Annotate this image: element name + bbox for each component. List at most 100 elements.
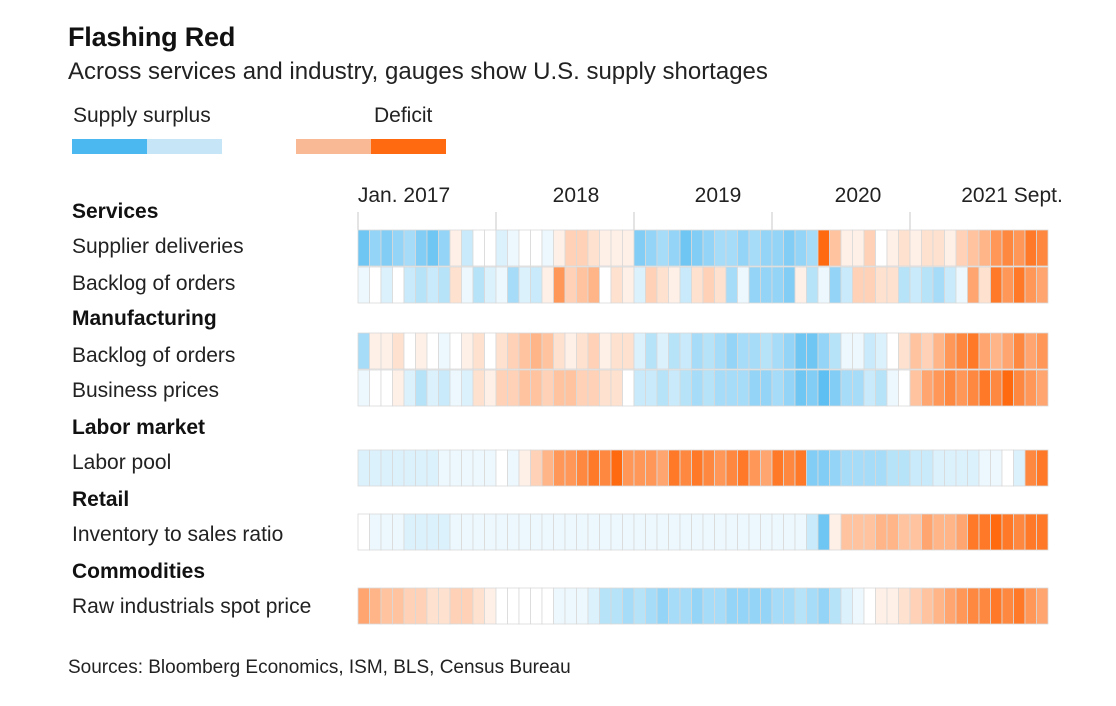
heatmap-cell — [564, 266, 577, 304]
heatmap-cell — [1001, 229, 1014, 267]
heatmap-cell — [530, 587, 543, 625]
heatmap-cell — [587, 587, 600, 625]
heatmap-cell — [392, 449, 405, 487]
heatmap-cell — [541, 513, 554, 551]
heatmap-cell — [806, 266, 819, 304]
heatmap-cell — [748, 369, 761, 407]
heatmap-cell — [461, 369, 474, 407]
heatmap-cell — [932, 513, 945, 551]
heatmap-cell — [978, 513, 991, 551]
heatmap-cell — [380, 266, 393, 304]
heatmap-cell — [852, 369, 865, 407]
heatmap-cell — [863, 449, 876, 487]
heatmap-cell — [1036, 513, 1049, 551]
heatmap-cell — [771, 332, 784, 370]
heatmap-cell — [702, 449, 715, 487]
heatmap-cell — [392, 332, 405, 370]
heatmap-cell — [518, 449, 531, 487]
heatmap-cell — [553, 229, 566, 267]
heatmap-cell — [610, 513, 623, 551]
heatmap-cell — [771, 229, 784, 267]
heatmap-cell — [852, 513, 865, 551]
legend-high-label: Deficit — [374, 104, 433, 127]
heatmap-cell — [541, 229, 554, 267]
heatmap-cell — [771, 369, 784, 407]
heatmap-cell — [426, 513, 439, 551]
heatmap-cell — [622, 513, 635, 551]
heatmap-cell — [944, 369, 957, 407]
heatmap-cell — [668, 513, 681, 551]
heatmap-cell — [415, 332, 428, 370]
heatmap-cell — [691, 266, 704, 304]
heatmap-cell — [829, 513, 842, 551]
heatmap-cell — [564, 587, 577, 625]
heatmap-cell — [449, 587, 462, 625]
heatmap-cell — [806, 369, 819, 407]
heatmap-cell — [541, 332, 554, 370]
heatmap-cell — [484, 266, 497, 304]
heatmap-cell — [691, 513, 704, 551]
heatmap-cell — [415, 266, 428, 304]
heatmap-cell — [679, 449, 692, 487]
row-label: Supplier deliveries — [72, 235, 244, 258]
heatmap-cell — [530, 513, 543, 551]
heatmap-cell — [507, 332, 520, 370]
heatmap-cell — [541, 266, 554, 304]
heatmap-cell — [495, 229, 508, 267]
heatmap-cell — [886, 266, 899, 304]
heatmap-cell — [633, 229, 646, 267]
heatmap-cell — [840, 229, 853, 267]
heatmap-cell — [783, 449, 796, 487]
heatmap-cell — [541, 587, 554, 625]
heatmap-cell — [1001, 266, 1014, 304]
heatmap-cell — [783, 266, 796, 304]
heatmap-cell — [967, 229, 980, 267]
heatmap-cell — [380, 513, 393, 551]
heatmap-cell — [403, 513, 416, 551]
legend-swatch — [146, 139, 222, 154]
heatmap-cell — [955, 587, 968, 625]
heatmap-cell — [518, 513, 531, 551]
heatmap-cell — [898, 513, 911, 551]
heatmap-cell — [725, 266, 738, 304]
heatmap-cell — [438, 513, 451, 551]
heatmap-cell — [633, 513, 646, 551]
heatmap-cell — [737, 513, 750, 551]
heatmap-cell — [426, 449, 439, 487]
legend-color-scale — [72, 139, 446, 154]
heatmap-cell — [1001, 369, 1014, 407]
heatmap-cell — [863, 587, 876, 625]
heatmap-cell — [599, 369, 612, 407]
heatmap-cell — [610, 229, 623, 267]
heatmap-cell — [875, 266, 888, 304]
heatmap-cell — [1013, 449, 1026, 487]
heatmap-cell — [357, 587, 370, 625]
legend-swatch — [221, 139, 297, 154]
heatmap-cell — [863, 513, 876, 551]
heatmap-cell — [357, 229, 370, 267]
heatmap-cell — [990, 449, 1003, 487]
heatmap-cell — [898, 266, 911, 304]
heatmap-cell — [656, 513, 669, 551]
heatmap-cell — [714, 513, 727, 551]
heatmap-cell — [737, 369, 750, 407]
heatmap-cell — [691, 229, 704, 267]
heatmap-cell — [1013, 587, 1026, 625]
row-label: Labor pool — [72, 451, 171, 474]
heatmap-cell — [415, 449, 428, 487]
heatmap-cell — [645, 449, 658, 487]
heatmap-cell — [725, 449, 738, 487]
heatmap-cell — [714, 266, 727, 304]
heatmap-cell — [840, 332, 853, 370]
heatmap-cell — [886, 587, 899, 625]
x-tick-label: 2021 Sept. — [961, 184, 1063, 207]
heatmap-cell — [645, 332, 658, 370]
heatmap-cell — [679, 332, 692, 370]
heatmap-cell — [576, 587, 589, 625]
heatmap-cell — [392, 266, 405, 304]
group-label: Manufacturing — [72, 307, 217, 330]
heatmap-cell — [875, 513, 888, 551]
heatmap-cell — [852, 266, 865, 304]
heatmap-cell — [806, 513, 819, 551]
heatmap-cell — [921, 332, 934, 370]
